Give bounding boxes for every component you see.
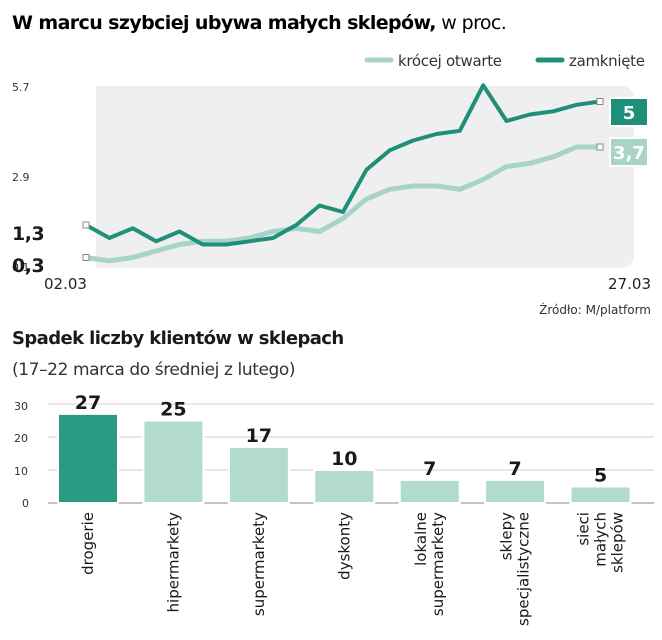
category-label: małych	[592, 512, 610, 567]
bar-value-label: 5	[594, 465, 607, 487]
category-label: dyskonty	[335, 512, 353, 580]
end-box-krocej-otwarte	[609, 137, 649, 167]
category-label: sieci	[575, 512, 593, 546]
bar-sklepy-specjalistyczne	[484, 478, 547, 504]
start-marker-krocej-otwarte	[82, 254, 90, 261]
source-note: Źródło: M/platform	[539, 302, 651, 317]
plot-background	[96, 86, 634, 268]
bar-value-label: 7	[508, 458, 521, 480]
legend-label-krocej-otwarte: krócej otwarte	[398, 52, 502, 70]
end-marker-zamkniete	[596, 98, 604, 105]
bar-chart-title: Spadek liczby klientów w sklepach	[12, 328, 344, 349]
series-line-zamkniete	[84, 83, 602, 247]
category-label: specjalistyczne	[515, 512, 533, 626]
end-label-zamkniete: 5	[623, 103, 636, 124]
legend: krócej otwarte zamknięte	[364, 52, 645, 70]
bar-y-tick-20: 20	[14, 432, 28, 445]
category-label: drogerie	[79, 512, 97, 575]
bars: 27 drogerie 25 hipermarkety 17 supermarkety 10…	[57, 392, 632, 626]
bar-y-tick-10: 10	[14, 465, 28, 478]
start-label-zamkniete: 1,3	[12, 223, 44, 245]
x-end-label: 27.03	[608, 275, 651, 293]
bar-value-label: 27	[75, 392, 101, 414]
bar-drogerie	[57, 412, 119, 504]
bar-y-tick-30: 30	[14, 400, 28, 413]
start-label-krocej-otwarte: 0,3	[12, 255, 44, 277]
category-label: sklepów	[609, 512, 627, 573]
category-label: supermarkety	[429, 512, 447, 616]
category-label: hipermarkety	[164, 512, 182, 613]
line-chart-title-bold: W marcu szybciej ubywa małych sklepów,	[12, 12, 436, 34]
x-start-label: 02.03	[44, 275, 87, 293]
series-line-krocej-otwarte	[83, 144, 603, 264]
bar-value-label: 10	[331, 448, 357, 470]
end-label-krocej-otwarte: 3,7	[613, 143, 645, 164]
legend-label-zamkniete: zamknięte	[569, 52, 645, 70]
bar-dyskonty	[313, 469, 376, 504]
end-marker-krocej-otwarte	[596, 143, 604, 151]
category-label: supermarkety	[250, 512, 268, 616]
y-tick-bottom: 0.1	[12, 261, 30, 274]
start-marker-zamkniete	[82, 221, 90, 229]
category-label: lokalne	[412, 512, 430, 566]
end-box-zamkniete	[609, 97, 649, 127]
bar-y-tick-0: 0	[22, 497, 29, 510]
category-label: sklepy	[498, 512, 516, 560]
line-chart-title-rest: w proc.	[436, 12, 506, 34]
bar-supermarkety	[227, 445, 290, 504]
bar-value-label: 7	[423, 458, 436, 480]
bar-value-label: 17	[246, 425, 272, 447]
bar-chart-subtitle: (17–22 marca do średniej z lutego)	[12, 360, 295, 380]
line-chart-title: W marcu szybciej ubywa małych sklepów, w…	[12, 12, 506, 34]
bar-sieci-małych-sklepów	[569, 485, 632, 504]
y-tick-top: 5.7	[12, 81, 30, 94]
bar-lokalne-supermarkety	[398, 478, 461, 504]
bar-hipermarkety	[142, 419, 205, 504]
bar-value-label: 25	[160, 399, 186, 421]
y-tick-mid: 2.9	[12, 171, 30, 184]
